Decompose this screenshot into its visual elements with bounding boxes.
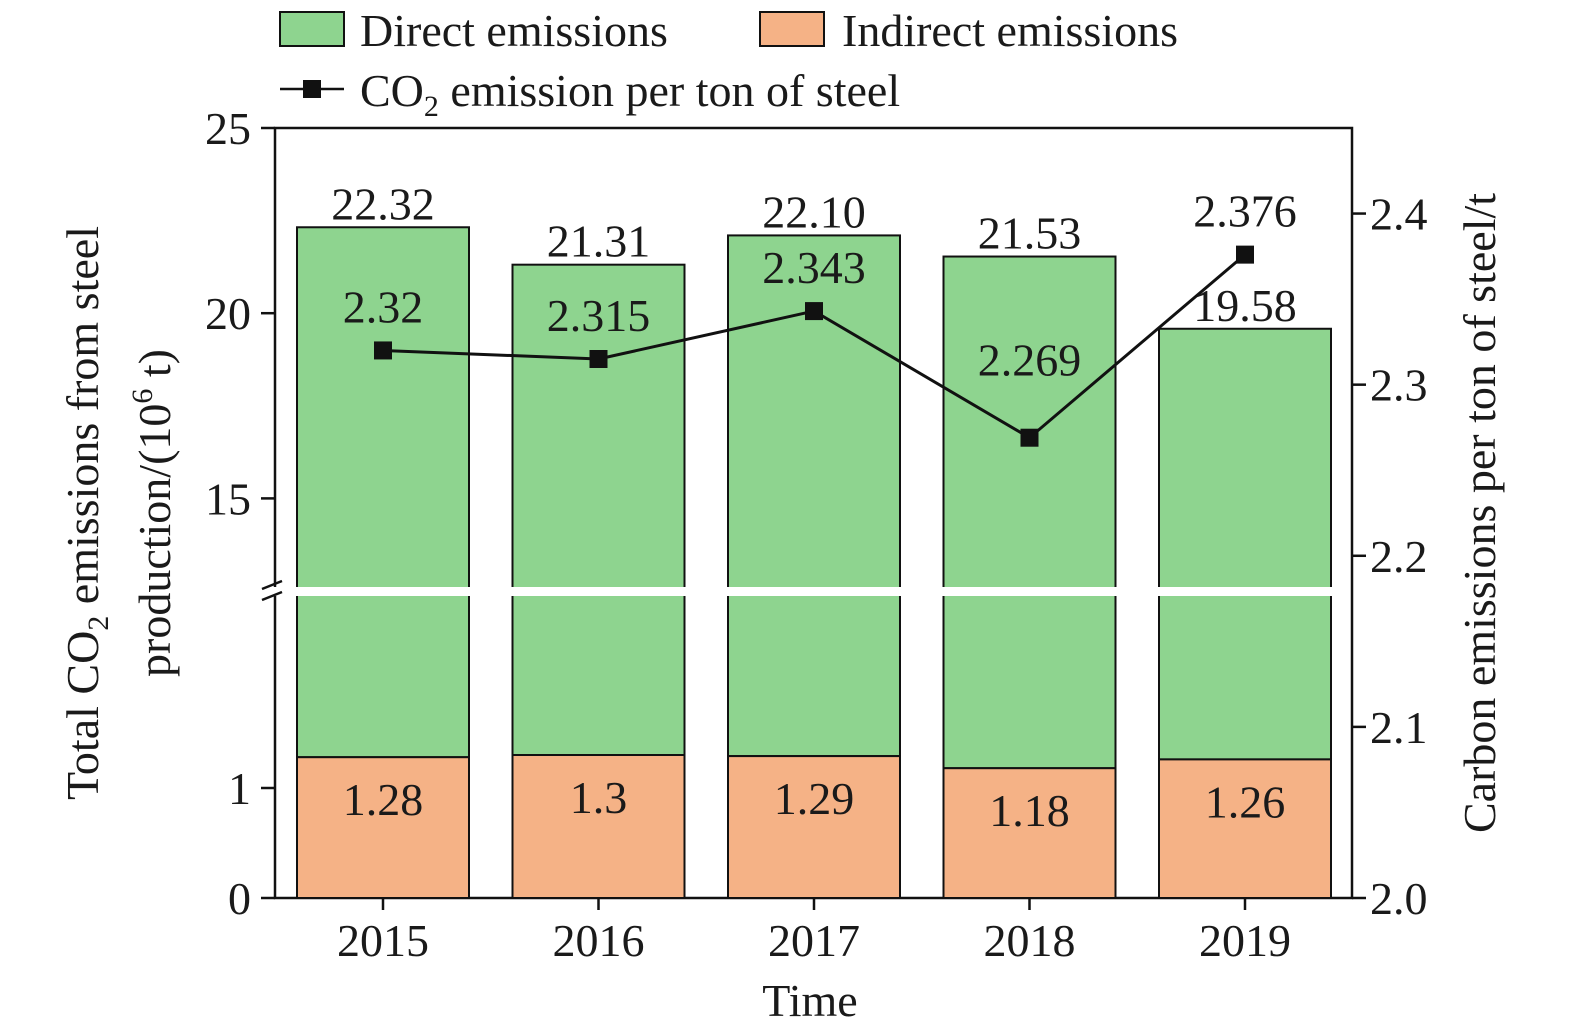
x-tick-label-2016: 2016 xyxy=(553,915,645,966)
total-label-2018: 21.53 xyxy=(978,208,1082,259)
bar-direct-2019 xyxy=(1158,327,1332,761)
bar-direct-2017 xyxy=(727,234,901,758)
per-ton-label-2016: 2.315 xyxy=(547,290,651,341)
indirect-label-2019: 1.26 xyxy=(1205,776,1286,827)
left-tick-label-0: 0 xyxy=(228,873,251,924)
bar-indirect-2017 xyxy=(727,755,901,899)
legend-marker-sample xyxy=(303,80,321,98)
bar-indirect-2018 xyxy=(942,767,1117,900)
right-tick-label-2.0: 2.0 xyxy=(1370,873,1428,924)
legend-label-line: CO2 emission per ton of steel xyxy=(360,65,900,123)
x-axis-title: Time xyxy=(762,975,857,1026)
bar-direct-2018 xyxy=(942,255,1117,770)
legend-swatch-indirect xyxy=(759,11,825,47)
indirect-label-2017: 1.29 xyxy=(774,773,855,824)
per-ton-marker-2016 xyxy=(589,350,608,368)
left-axis-title: Total CO2 emissions from steel productio… xyxy=(57,226,180,800)
legend-label-indirect: Indirect emissions xyxy=(842,5,1178,56)
x-tick-label-2017: 2017 xyxy=(768,915,860,966)
bar-indirect-2016 xyxy=(511,754,686,899)
per-ton-label-2018: 2.269 xyxy=(978,335,1082,386)
axis-break xyxy=(259,579,1350,602)
per-ton-marker-2018 xyxy=(1020,428,1039,447)
total-label-2019: 19.58 xyxy=(1193,280,1297,331)
indirect-label-2018: 1.18 xyxy=(989,785,1070,836)
legend: Direct emissions Indirect emissions CO2 … xyxy=(279,5,1178,123)
right-tick-label-2.3: 2.3 xyxy=(1370,360,1428,411)
per-ton-label-2015: 2.32 xyxy=(343,281,424,332)
per-ton-marker-2019 xyxy=(1236,245,1254,264)
per-ton-marker-2015 xyxy=(374,341,392,360)
x-tick-label-2019: 2019 xyxy=(1199,915,1291,966)
per-ton-marker-2017 xyxy=(805,302,823,321)
indirect-label-2015: 1.28 xyxy=(343,774,424,825)
axis-break-mark-lower xyxy=(261,590,283,602)
legend-swatch-direct xyxy=(279,11,345,47)
axis-break-mark-upper xyxy=(261,579,283,591)
data-labels-layer: 22.32 1.28 21.31 1.3 22.10 1.29 21.53 1.18 19.58… xyxy=(331,178,1297,836)
x-tick-label-2018: 2018 xyxy=(984,915,1076,966)
total-label-2015: 22.32 xyxy=(331,178,435,229)
axes-layer: 0 1 15 20 25 2.0 2.1 2.2 2.3 2.4 2015 2016 2017 2018 2… xyxy=(205,103,1428,966)
axis-break-gap xyxy=(259,587,1350,596)
total-label-2016: 21.31 xyxy=(547,216,651,267)
left-axis-title-line1: Total CO2 emissions from steel xyxy=(57,226,115,800)
right-axis-title: Carbon emissions per ton of steel/t xyxy=(1454,193,1505,833)
per-ton-line-layer xyxy=(374,245,1254,447)
right-tick-label-2.4: 2.4 xyxy=(1370,189,1428,240)
legend-label-direct: Direct emissions xyxy=(360,5,668,56)
indirect-label-2016: 1.3 xyxy=(570,772,628,823)
left-tick-label-25: 25 xyxy=(205,103,251,154)
bar-direct-2015 xyxy=(296,226,470,759)
right-tick-label-2.2: 2.2 xyxy=(1370,531,1428,582)
left-tick-label-1: 1 xyxy=(228,763,251,814)
left-axis-title-line2: production/(106 t) xyxy=(126,349,180,677)
right-tick-label-2.1: 2.1 xyxy=(1370,702,1428,753)
left-tick-label-20: 20 xyxy=(205,288,251,339)
left-tick-label-15: 15 xyxy=(205,473,251,524)
per-ton-label-2017: 2.343 xyxy=(762,242,866,293)
x-tick-label-2015: 2015 xyxy=(337,915,429,966)
per-ton-label-2019: 2.376 xyxy=(1193,186,1297,237)
bars-layer xyxy=(296,226,1332,900)
total-label-2017: 22.10 xyxy=(762,186,866,237)
